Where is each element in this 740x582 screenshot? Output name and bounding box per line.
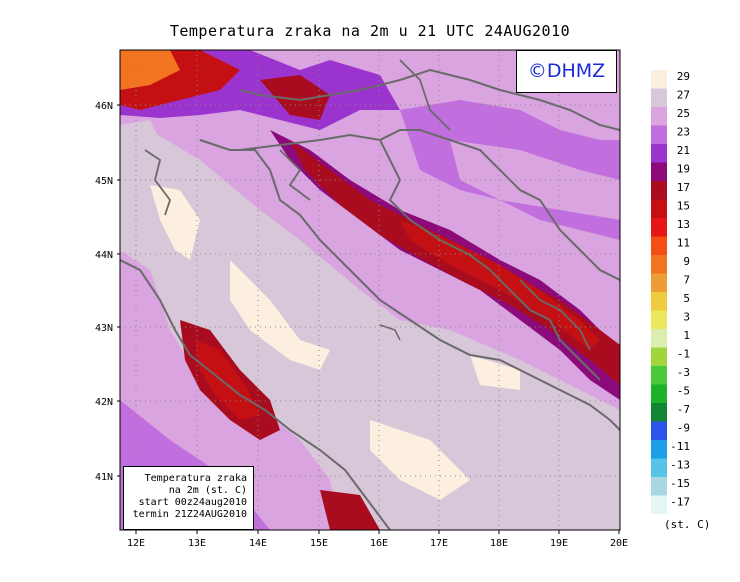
y-tick-label: 46N (95, 101, 113, 112)
x-tick-label: 13E (188, 538, 206, 549)
legend-unit: (st. C) (664, 518, 710, 531)
legend-label: 29 (677, 70, 690, 83)
legend-swatch (651, 255, 667, 274)
legend-swatch (651, 107, 667, 126)
legend-swatch (651, 162, 667, 181)
legend-swatch (651, 495, 667, 514)
legend-label: -1 (677, 348, 690, 361)
coastline (199, 139, 620, 431)
logo-text: ©DHMZ (527, 60, 606, 82)
legend-label: -11 (670, 440, 690, 453)
info-line-1: Temperatura zraka (144, 473, 247, 484)
y-tick-label: 43N (95, 323, 113, 334)
legend-swatch (651, 273, 667, 292)
legend-label: -17 (670, 496, 690, 509)
legend-swatch (651, 292, 667, 311)
info-box: Temperatura zraka na 2m (st. C) start 00… (123, 466, 254, 530)
legend-swatch (651, 125, 667, 144)
legend-label: -5 (677, 385, 690, 398)
legend-swatch (651, 347, 667, 366)
legend-label: -15 (670, 477, 690, 490)
info-line-4: termin 21Z24AUG2010 (132, 509, 247, 520)
legend-swatch (651, 458, 667, 477)
legend-swatch (651, 310, 667, 329)
legend-label: -9 (677, 422, 690, 435)
legend-label: 3 (683, 311, 690, 324)
legend-swatch (651, 403, 667, 422)
x-tick-label: 19E (550, 538, 568, 549)
y-tick-label: 41N (95, 472, 113, 483)
legend-label: 15 (677, 200, 690, 213)
legend-label: -13 (670, 459, 690, 472)
info-line-2: na 2m (st. C) (168, 485, 247, 496)
x-tick-label: 15E (310, 538, 328, 549)
legend-label: 21 (677, 144, 690, 157)
legend-label: 7 (683, 274, 690, 287)
legend-label: 23 (677, 126, 690, 139)
legend-swatch (651, 88, 667, 107)
legend-label: 13 (677, 218, 690, 231)
legend-label: -3 (677, 366, 690, 379)
legend-label: 27 (677, 89, 690, 102)
dhmz-logo: ©DHMZ (516, 50, 617, 93)
legend-label: 17 (677, 181, 690, 194)
x-tick-label: 18E (490, 538, 508, 549)
legend-swatch (651, 236, 667, 255)
x-tick-label: 20E (610, 538, 628, 549)
legend-label: 9 (683, 255, 690, 268)
legend-label: 1 (683, 329, 690, 342)
y-axis: 46N 45N 44N 43N 42N 41N (95, 101, 120, 483)
legend-swatch (651, 181, 667, 200)
x-axis: 12E 13E 14E 15E 16E 17E 18E 19E 20E (127, 530, 628, 549)
info-line-3: start 00z24aug2010 (138, 497, 247, 508)
legend-swatch (651, 218, 667, 237)
x-tick-label: 12E (127, 538, 145, 549)
x-tick-label: 14E (249, 538, 267, 549)
legend-swatch (651, 70, 667, 89)
legend-label: 19 (677, 163, 690, 176)
legend-swatch (651, 199, 667, 218)
plot-frame (119, 49, 621, 531)
x-tick-label: 16E (370, 538, 388, 549)
color-legend: 29 27 25 23 21 19 17 15 13 11 9 7 5 3 1 -1 -3 -5 -7 -9 -11 -1… (651, 70, 690, 514)
legend-swatch (651, 366, 667, 385)
y-tick-label: 44N (95, 250, 113, 261)
x-tick-label: 17E (430, 538, 448, 549)
map-field (120, 50, 620, 530)
legend-swatch (651, 144, 667, 163)
legend-label: 25 (677, 107, 690, 120)
graticule (120, 50, 620, 530)
y-tick-label: 42N (95, 397, 113, 408)
legend-label: 5 (683, 292, 690, 305)
legend-swatch (651, 421, 667, 440)
y-tick-label: 45N (95, 176, 113, 187)
page-title: Temperatura zraka na 2m u 21 UTC 24AUG20… (169, 22, 571, 40)
legend-swatch (651, 384, 667, 403)
legend-label: 11 (677, 237, 690, 250)
legend-swatch (651, 477, 667, 496)
legend-swatch (651, 440, 667, 459)
country-borders (239, 129, 620, 281)
legend-swatch (651, 329, 667, 348)
legend-label: -7 (677, 403, 690, 416)
